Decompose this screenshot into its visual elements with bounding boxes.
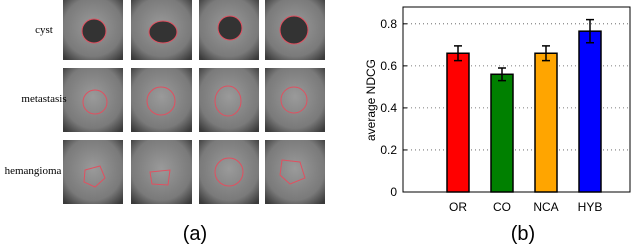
caption-b: (b) bbox=[511, 223, 535, 245]
y-tick-label: 0.4 bbox=[380, 101, 397, 115]
y-tick-label: 0 bbox=[390, 185, 397, 199]
x-tick-label: CO bbox=[493, 200, 511, 214]
bar bbox=[490, 73, 514, 193]
axes-frame bbox=[402, 6, 631, 193]
y-tick-label: 0.6 bbox=[380, 59, 397, 73]
error-bar bbox=[542, 45, 550, 62]
row-label: hemangioma bbox=[5, 165, 62, 177]
caption-a: (a) bbox=[183, 223, 207, 245]
row-label: cyst bbox=[35, 24, 53, 36]
y-tick-label: 0.8 bbox=[380, 17, 397, 31]
bar bbox=[578, 30, 602, 193]
x-tick-label: HYB bbox=[578, 200, 603, 214]
row-label: metastasis bbox=[21, 93, 66, 105]
image-grid: cyst metastasis hemangioma (a) bbox=[5, 0, 325, 245]
error-bar bbox=[586, 18, 594, 44]
bar bbox=[446, 52, 470, 193]
y-tick-label: 0.2 bbox=[380, 143, 397, 157]
error-bar bbox=[498, 67, 506, 82]
bar bbox=[534, 52, 558, 193]
error-bar bbox=[454, 45, 462, 62]
lesion-outlines bbox=[81, 15, 309, 45]
x-tick-label: OR bbox=[449, 200, 467, 214]
lesion-outlines-2 bbox=[82, 85, 308, 188]
bar-chart: average NDCG (b) 0 0.2 0.4 0.6 0.8 OR CO NCA HYB bbox=[364, 6, 631, 245]
x-tick-label: NCA bbox=[533, 200, 558, 214]
y-axis-label: average NDCG bbox=[364, 59, 378, 141]
ct-images bbox=[63, 0, 325, 204]
